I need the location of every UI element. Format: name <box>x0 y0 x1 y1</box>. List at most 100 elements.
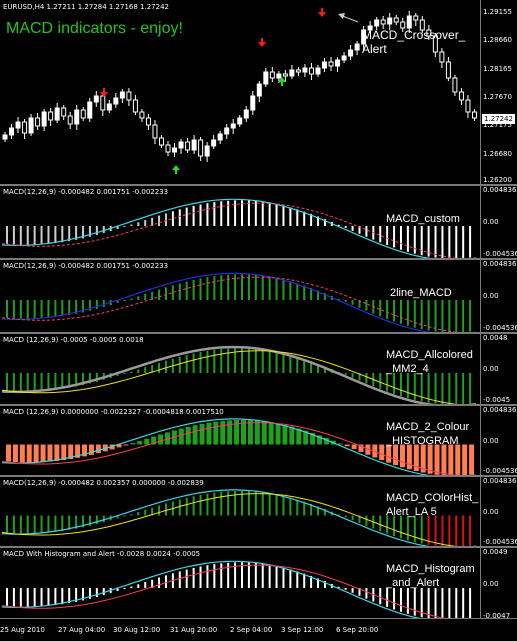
histogram-bar <box>351 226 354 231</box>
histogram-bar <box>12 444 18 463</box>
candle-body <box>152 124 158 139</box>
histogram-bar <box>323 508 326 516</box>
indicator-axis <box>480 186 517 258</box>
histogram-bar <box>68 444 74 459</box>
histogram-bar <box>296 209 299 226</box>
panel-separator[interactable] <box>0 546 517 548</box>
histogram-bar <box>282 424 288 445</box>
histogram-bar <box>199 278 202 300</box>
histogram-bar <box>95 444 101 454</box>
price-chart[interactable]: EURUSD,H4 1.27211 1.27284 1.27168 1.2724… <box>0 0 480 184</box>
histogram-bar <box>427 226 430 257</box>
histogram-bar <box>379 588 382 605</box>
indicator-tick-label: 0.00 <box>483 436 499 445</box>
candle-body <box>126 91 132 101</box>
candle-body <box>204 145 210 157</box>
histogram-bar <box>427 444 433 474</box>
histogram-bar <box>33 444 39 463</box>
histogram-bar <box>441 300 444 332</box>
histogram-bar <box>26 226 29 245</box>
macd-line <box>1 272 476 332</box>
histogram-bar <box>185 281 188 300</box>
histogram-bar <box>413 515 416 543</box>
histogram-bar <box>337 514 340 516</box>
panel-separator[interactable] <box>0 404 517 406</box>
histogram-bar <box>19 444 25 463</box>
histogram-bar <box>282 353 285 373</box>
panel-separator[interactable] <box>0 332 517 334</box>
histogram-bar <box>109 444 115 450</box>
panel-separator[interactable] <box>0 258 517 260</box>
candlestick-chart <box>2 8 477 174</box>
histogram-bar <box>344 373 347 375</box>
histogram-bar <box>441 226 444 258</box>
candle-body <box>191 139 197 151</box>
histogram-bar <box>33 300 36 319</box>
histogram-bar <box>282 279 285 300</box>
indicator-panel[interactable]: MACD(12,26,9) -0.000482 0.002357 0.00000… <box>0 477 480 546</box>
indicator-tick-label: 0.004836 <box>483 477 517 485</box>
histogram-bar <box>116 588 119 592</box>
histogram-bar <box>393 300 396 322</box>
histogram-bar <box>406 373 409 399</box>
histogram-bar <box>399 373 402 397</box>
histogram-bar <box>19 300 22 319</box>
candle-body <box>295 69 301 73</box>
histogram-bar <box>462 444 468 475</box>
histogram-bar <box>420 515 423 544</box>
histogram-bar <box>12 373 15 391</box>
histogram-bar <box>227 348 230 373</box>
histogram-bar <box>386 373 389 392</box>
indicator-tick-label: 0.00 <box>483 292 499 300</box>
indicator-panel[interactable]: MACD(12,26,9) -0.000482 0.001751 -0.0022… <box>0 260 480 332</box>
candle-body <box>282 73 288 77</box>
histogram-bar <box>178 283 181 300</box>
candle-body <box>211 139 217 147</box>
histogram-bar <box>206 422 212 445</box>
histogram-bar <box>358 373 361 381</box>
indicator-tick-label: 0.00 <box>483 507 499 516</box>
indicator-name-label: MACD_custom <box>386 213 460 225</box>
histogram-bar <box>303 358 306 373</box>
histogram-bar <box>386 226 389 245</box>
panel-separator[interactable] <box>0 184 517 186</box>
histogram-bar <box>54 300 57 318</box>
histogram-bar <box>88 373 91 384</box>
candle-body <box>61 107 67 117</box>
sell-arrow-icon <box>100 88 108 97</box>
histogram-bar <box>351 588 354 593</box>
time-tick-label: 30 Aug 12:00 <box>113 626 161 634</box>
histogram-bar <box>102 588 105 596</box>
current-price-marker: 1.27242 <box>482 114 515 124</box>
candle-body <box>178 141 184 149</box>
candle-body <box>276 73 282 79</box>
histogram-bar <box>399 300 402 324</box>
macd-line <box>1 345 476 404</box>
histogram-bar <box>213 349 216 373</box>
panel-separator[interactable] <box>0 475 517 477</box>
histogram-bar <box>116 226 119 230</box>
histogram-bar <box>337 224 340 226</box>
candle-body <box>93 95 99 103</box>
histogram-bar <box>469 444 475 475</box>
indicator-panel[interactable]: MACD(12,26,9) -0.000482 0.001751 -0.0022… <box>0 186 480 258</box>
price-tick-label: 1.26200 <box>483 176 512 184</box>
histogram-bar <box>434 300 437 332</box>
histogram-bar <box>75 373 78 387</box>
histogram-bar <box>185 497 188 516</box>
histogram-bar <box>40 444 46 463</box>
indicator-panel[interactable]: MACD (12,26,9) -0.0005 -0.0005 0.0018 MAC… <box>0 334 480 404</box>
histogram-bar <box>268 422 274 445</box>
histogram-bar <box>351 373 354 378</box>
histogram-bar <box>123 588 126 589</box>
indicator-tick-label: -0.004536 <box>483 467 517 475</box>
histogram-bar <box>289 569 292 588</box>
histogram-bar <box>40 373 43 391</box>
indicator-panel[interactable]: MACD (12,26,9) 0.0000000 -0.0022327 -0.0… <box>0 406 480 475</box>
histogram-bar <box>199 494 202 516</box>
histogram-bar <box>75 588 78 602</box>
histogram-bar <box>303 573 306 588</box>
indicator-panel[interactable]: MACD With Histogram and Alert -0.0028 0.… <box>0 548 480 620</box>
price-tick-label: 1.27175 <box>483 121 512 129</box>
histogram-bar <box>192 205 195 226</box>
